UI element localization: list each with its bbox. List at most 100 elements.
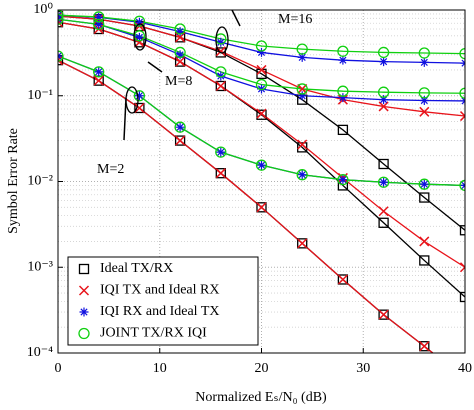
marker <box>337 45 349 57</box>
marker <box>297 142 308 153</box>
marker <box>215 80 226 92</box>
marker <box>459 262 465 273</box>
marker <box>256 109 267 120</box>
marker <box>94 19 104 29</box>
marker <box>175 56 186 67</box>
marker <box>215 66 227 78</box>
marker <box>419 341 430 352</box>
marker <box>459 179 465 192</box>
marker <box>134 91 144 101</box>
marker <box>419 179 429 189</box>
x-tick-label: 0 <box>55 361 62 376</box>
annotation: M=8 <box>165 74 192 89</box>
marker <box>79 307 89 317</box>
marker <box>337 274 349 285</box>
marker <box>78 327 90 340</box>
marker <box>419 255 430 266</box>
y-tick-label: 10⁻⁴ <box>27 345 53 360</box>
marker <box>216 147 226 157</box>
marker <box>378 206 389 217</box>
marker <box>175 50 185 60</box>
marker <box>174 46 186 59</box>
annotation: M=16 <box>278 12 312 27</box>
marker <box>337 174 349 186</box>
marker <box>337 124 349 136</box>
marker <box>58 10 64 21</box>
marker <box>459 47 465 60</box>
marker <box>256 202 267 213</box>
marker <box>377 46 390 59</box>
annotation-ellipse <box>133 23 147 51</box>
marker <box>377 86 390 98</box>
legend-label: Ideal TX/RX <box>100 261 173 276</box>
marker <box>255 159 268 171</box>
marker <box>379 95 389 105</box>
x-tick-label: 30 <box>356 361 370 376</box>
marker <box>297 238 308 249</box>
marker <box>94 12 104 22</box>
marker <box>418 178 430 190</box>
marker <box>174 135 186 146</box>
marker <box>459 87 465 99</box>
marker <box>94 67 104 77</box>
marker <box>297 52 307 62</box>
marker <box>93 11 105 23</box>
y-tick-label: 10⁻² <box>27 174 53 189</box>
marker <box>256 64 267 75</box>
x-tick-label: 20 <box>255 361 269 376</box>
annotation-arrow <box>123 97 127 141</box>
marker <box>175 122 185 132</box>
marker <box>58 50 64 62</box>
marker <box>419 192 430 203</box>
marker <box>297 83 308 94</box>
marker <box>174 121 186 133</box>
marker <box>296 169 308 181</box>
marker <box>378 309 389 320</box>
marker <box>256 202 267 213</box>
marker <box>215 168 226 179</box>
marker <box>378 309 389 320</box>
marker <box>58 13 64 25</box>
marker <box>377 176 390 188</box>
legend-label: IQI RX and Ideal TX <box>100 304 220 319</box>
marker <box>134 102 145 114</box>
annotation-ellipse <box>215 26 229 54</box>
marker <box>133 15 146 27</box>
marker <box>175 27 185 37</box>
series-line <box>58 14 465 55</box>
marker <box>419 96 429 106</box>
marker <box>379 177 389 187</box>
marker <box>134 32 144 42</box>
marker <box>215 168 226 179</box>
marker <box>459 111 465 122</box>
annotation-arrow <box>231 9 241 27</box>
marker <box>133 90 146 102</box>
marker <box>216 37 226 47</box>
plot-frame <box>57 9 466 354</box>
marker <box>93 66 105 78</box>
marker <box>93 18 105 31</box>
marker <box>215 146 227 158</box>
marker <box>337 85 349 97</box>
marker <box>58 55 64 66</box>
marker <box>378 217 389 228</box>
marker <box>379 57 389 67</box>
marker <box>216 71 226 81</box>
marker <box>257 160 266 170</box>
marker <box>134 102 145 114</box>
marker <box>378 158 389 170</box>
marker <box>419 106 430 117</box>
marker <box>459 291 465 303</box>
marker <box>338 93 348 103</box>
marker <box>297 139 308 150</box>
marker <box>255 40 268 52</box>
marker <box>419 236 430 247</box>
marker <box>337 274 348 285</box>
marker <box>297 238 308 249</box>
marker <box>419 341 430 352</box>
y-tick-label: 10⁰ <box>33 2 53 17</box>
marker <box>338 175 348 185</box>
marker <box>255 78 268 91</box>
marker <box>215 80 226 92</box>
marker <box>296 83 308 95</box>
